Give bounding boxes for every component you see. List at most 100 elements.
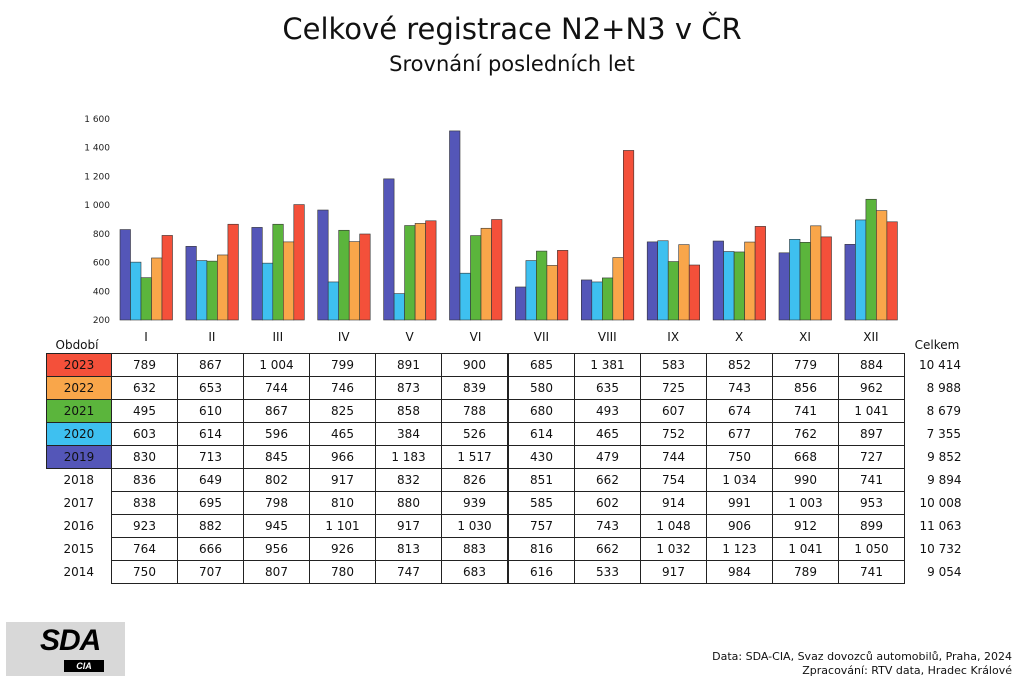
bar-2020-IX bbox=[657, 240, 669, 321]
table-cell: 677 bbox=[706, 422, 773, 446]
table-cell: 632 bbox=[111, 376, 178, 400]
table-cell: 884 bbox=[838, 353, 905, 377]
table-cell: 668 bbox=[772, 445, 839, 469]
table-cell: 741 bbox=[838, 560, 905, 584]
y-tick-label: 1 400 bbox=[84, 144, 110, 154]
table-cell: 1 041 bbox=[772, 537, 839, 561]
bar-2021-III bbox=[272, 223, 284, 321]
table-cell: 891 bbox=[375, 353, 442, 377]
table-cell: 899 bbox=[838, 514, 905, 538]
table-cell: 1 004 bbox=[243, 353, 310, 377]
logo-sda: SDA bbox=[40, 624, 101, 657]
bar-2019-III bbox=[251, 227, 263, 321]
x-tick-label: VII bbox=[533, 330, 550, 344]
bar-2022-VI bbox=[480, 227, 492, 321]
year-label: 2015 bbox=[63, 542, 95, 556]
bar-2022-X bbox=[744, 241, 756, 321]
bar-2021-VIII bbox=[601, 277, 614, 321]
table-cell: 900 bbox=[441, 353, 509, 377]
table-cell: 764 bbox=[111, 537, 178, 561]
row-total: 9 894 bbox=[927, 473, 962, 487]
bar-2022-IV bbox=[348, 241, 361, 321]
table-cell: 953 bbox=[838, 491, 905, 515]
table-cell: 744 bbox=[640, 445, 707, 469]
table-cell: 917 bbox=[309, 468, 376, 492]
table-cell: 780 bbox=[309, 560, 376, 584]
table-cell: 479 bbox=[574, 445, 641, 469]
table-cell: 799 bbox=[309, 353, 376, 377]
year-label: 2021 bbox=[46, 399, 112, 423]
table-cell: 666 bbox=[177, 537, 244, 561]
table-cell: 798 bbox=[243, 491, 310, 515]
bar-2021-X bbox=[733, 251, 745, 321]
table-cell: 685 bbox=[507, 353, 575, 377]
table-cell: 1 183 bbox=[375, 445, 442, 469]
table-cell: 596 bbox=[243, 422, 310, 446]
table-cell: 585 bbox=[507, 491, 575, 515]
source-line: Data: SDA-CIA, Svaz dovozců automobilů, … bbox=[712, 650, 1012, 663]
bar-2021-IV bbox=[338, 229, 350, 321]
table-cell: 838 bbox=[111, 491, 178, 515]
period-header: Období bbox=[55, 338, 99, 352]
year-label: 2023 bbox=[46, 353, 112, 377]
year-label: 2022 bbox=[46, 376, 112, 400]
bar-2023-III bbox=[293, 204, 305, 321]
bar-2023-V bbox=[425, 220, 437, 321]
table-cell: 832 bbox=[375, 468, 442, 492]
table-cell: 614 bbox=[507, 422, 575, 446]
bar-2023-XII bbox=[886, 221, 898, 321]
bar-2021-VI bbox=[470, 235, 482, 321]
y-tick-label: 1 000 bbox=[84, 201, 110, 211]
table-cell: 741 bbox=[772, 399, 839, 423]
x-tick-label: IV bbox=[337, 330, 350, 344]
bar-2022-VIII bbox=[612, 257, 624, 321]
x-tick-label: III bbox=[272, 330, 284, 344]
table-cell: 917 bbox=[375, 514, 442, 538]
bar-2019-IV bbox=[317, 209, 329, 321]
bar-2019-VI bbox=[449, 130, 461, 321]
table-row: 2015 764 666 956 926 813 883 816 662 1 032 1 123 1 … bbox=[47, 537, 962, 561]
table-cell: 743 bbox=[706, 376, 773, 400]
table-cell: 984 bbox=[706, 560, 773, 584]
table-cell: 610 bbox=[177, 399, 244, 423]
table-cell: 746 bbox=[309, 376, 376, 400]
chart-subtitle: Srovnání posledních let bbox=[389, 52, 635, 76]
bar-2022-III bbox=[282, 241, 295, 321]
table-cell: 1 048 bbox=[640, 514, 707, 538]
table-cell: 867 bbox=[243, 399, 310, 423]
row-total: 9 054 bbox=[927, 565, 962, 579]
table-row: 2017 838 695 798 810 880 939 585 602 914 991 1 003 9… bbox=[47, 491, 962, 515]
table-cell: 813 bbox=[375, 537, 442, 561]
table-cell: 680 bbox=[507, 399, 575, 423]
table-cell: 747 bbox=[375, 560, 442, 584]
table-cell: 430 bbox=[507, 445, 575, 469]
table-cell: 917 bbox=[640, 560, 707, 584]
table-cell: 1 003 bbox=[772, 491, 839, 515]
year-label: 2016 bbox=[63, 519, 95, 533]
table-cell: 757 bbox=[507, 514, 575, 538]
row-total: 10 008 bbox=[919, 496, 962, 510]
table-cell: 533 bbox=[574, 560, 641, 584]
table-cell: 845 bbox=[243, 445, 310, 469]
table-row: 2014 750 707 807 780 747 683 616 533 917 984 789 741… bbox=[47, 560, 962, 584]
table-cell: 754 bbox=[640, 468, 707, 492]
table-cell: 607 bbox=[640, 399, 707, 423]
bar-2021-IX bbox=[667, 261, 680, 321]
bar-2019-X bbox=[712, 240, 724, 321]
bar-2021-XII bbox=[865, 198, 877, 321]
table-cell: 880 bbox=[375, 491, 442, 515]
table-cell: 674 bbox=[706, 399, 773, 423]
bar-2023-VII bbox=[557, 250, 569, 321]
x-tick-label: I bbox=[144, 330, 148, 344]
bar-2023-I bbox=[161, 235, 173, 321]
table-cell: 836 bbox=[111, 468, 178, 492]
x-tick-label: II bbox=[208, 330, 216, 344]
table-cell: 614 bbox=[177, 422, 244, 446]
data-table: 2023 789 867 1 004 799 891 900 685 1 381 583 852 77… bbox=[46, 353, 962, 584]
table-cell: 858 bbox=[375, 399, 442, 423]
bar-2023-VIII bbox=[622, 150, 635, 321]
x-tick-label: VIII bbox=[597, 330, 617, 344]
table-cell: 741 bbox=[838, 468, 905, 492]
table-cell: 635 bbox=[574, 376, 641, 400]
